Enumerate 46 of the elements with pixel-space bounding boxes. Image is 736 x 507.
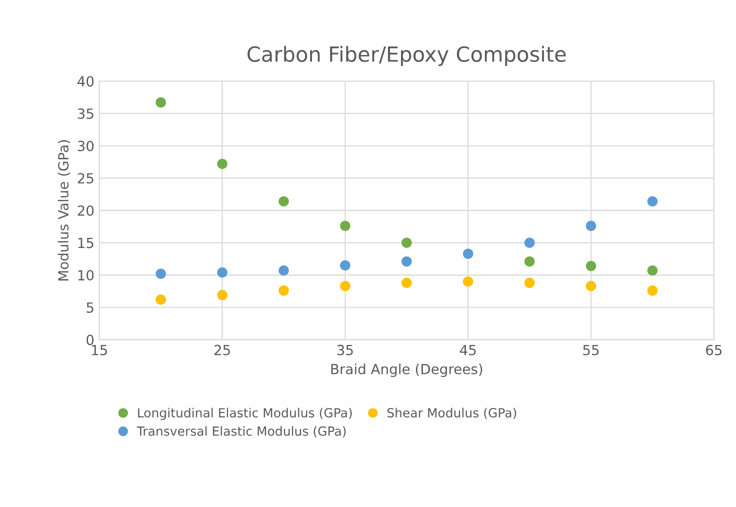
y-tick-label: 25 bbox=[78, 173, 94, 184]
point bbox=[647, 196, 658, 207]
point bbox=[586, 260, 596, 272]
point bbox=[524, 238, 535, 248]
point bbox=[524, 256, 535, 267]
y-tick-label: 0 bbox=[86, 334, 94, 346]
point bbox=[586, 280, 596, 292]
point bbox=[462, 248, 474, 259]
y-tick-label: 30 bbox=[78, 140, 94, 152]
legend-label: Transversal Elastic Modulus (GPa) bbox=[136, 426, 346, 438]
point bbox=[278, 196, 289, 207]
point bbox=[401, 278, 412, 288]
x-tick-label: 25 bbox=[214, 344, 230, 356]
point bbox=[586, 220, 596, 232]
y-tick-label: 10 bbox=[78, 270, 94, 281]
x-tick-label: 55 bbox=[583, 344, 599, 356]
point bbox=[278, 285, 289, 296]
point bbox=[401, 238, 412, 248]
point bbox=[462, 276, 474, 287]
point bbox=[156, 97, 166, 108]
point bbox=[156, 268, 166, 279]
y-tick-label: 15 bbox=[78, 238, 94, 248]
point bbox=[401, 256, 412, 267]
x-axis-title: Braid Angle (Degrees) bbox=[331, 364, 482, 377]
x-tick-label: 65 bbox=[706, 344, 722, 356]
legend-label: Longitudinal Elastic Modulus (GPa) bbox=[138, 408, 352, 420]
point bbox=[278, 265, 289, 276]
point bbox=[647, 265, 658, 276]
point bbox=[217, 158, 228, 170]
y-axis-title: Modulus Value (GPa) bbox=[58, 140, 70, 280]
y-tick-label: 5 bbox=[86, 302, 94, 313]
point bbox=[340, 260, 350, 270]
y-tick-label: 35 bbox=[78, 108, 94, 119]
point bbox=[647, 285, 658, 296]
point bbox=[156, 294, 166, 305]
x-tick-label: 35 bbox=[337, 344, 353, 356]
point bbox=[217, 290, 228, 300]
y-tick-label: 20 bbox=[78, 205, 94, 216]
point bbox=[340, 280, 350, 292]
x-tick-label: 45 bbox=[460, 344, 476, 356]
y-tick-label: 40 bbox=[78, 76, 94, 87]
point bbox=[524, 278, 535, 288]
legend-label: Shear Modulus (GPa) bbox=[387, 408, 516, 419]
point bbox=[217, 267, 228, 278]
point bbox=[340, 220, 350, 232]
chart-title: Carbon Fiber/Epoxy Composite bbox=[248, 46, 566, 66]
